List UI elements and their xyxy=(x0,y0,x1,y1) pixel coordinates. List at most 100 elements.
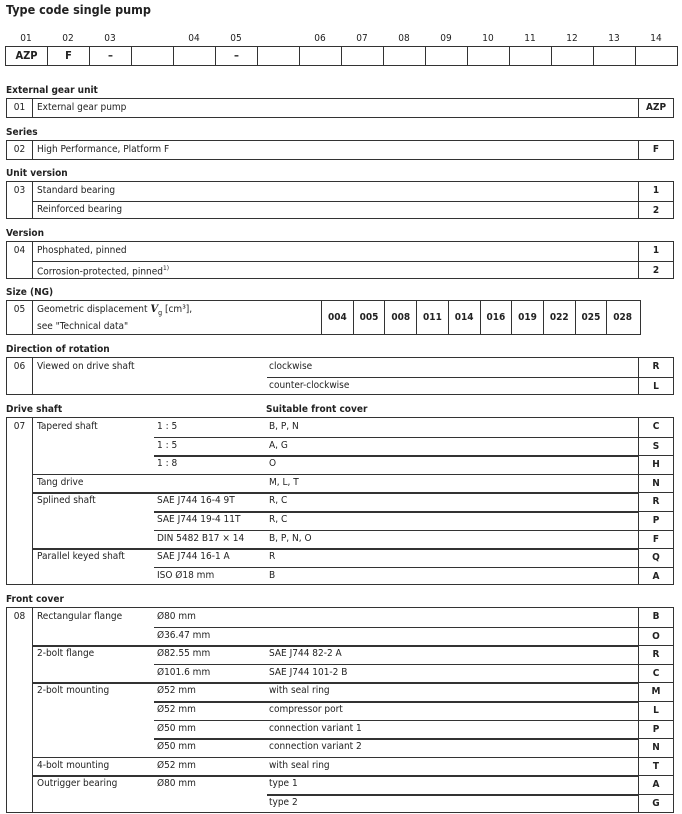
position-number: 04 xyxy=(7,242,33,279)
position-number: 02 xyxy=(62,33,74,44)
option-code[interactable]: A xyxy=(638,566,673,586)
option-row[interactable]: counter-clockwise L xyxy=(7,376,673,396)
option-code[interactable]: T xyxy=(638,756,673,776)
option-row[interactable]: SAE J744 19-4 11T R, C P xyxy=(7,511,673,530)
position-number: 05 xyxy=(230,33,242,44)
option-code[interactable]: L xyxy=(638,376,673,396)
option-label: High Performance, Platform F xyxy=(37,144,169,155)
option-code[interactable]: C xyxy=(638,663,673,683)
position-number: 10 xyxy=(482,33,494,44)
position-number: 02 xyxy=(7,141,33,159)
option-row[interactable]: 4-bolt mounting Ø52 mm with seal ring T xyxy=(7,756,673,776)
option-code[interactable]: 1 xyxy=(638,242,673,261)
option-row[interactable]: Tang drive M, L, T N xyxy=(7,473,673,493)
option-code[interactable]: M xyxy=(638,682,673,701)
size-option-004[interactable]: 004 xyxy=(321,301,353,334)
option-row[interactable]: Tapered shaft 1 : 5 B, P, N C xyxy=(7,418,673,437)
option-code[interactable]: P xyxy=(638,719,673,739)
type-code-box[interactable] xyxy=(383,46,426,66)
option-row[interactable]: 1 : 8 O H xyxy=(7,455,673,474)
option-row[interactable]: Viewed on drive shaft clockwise R xyxy=(7,358,673,377)
type-code-box[interactable] xyxy=(509,46,552,66)
type-code-box[interactable] xyxy=(173,46,216,66)
option-code[interactable]: F xyxy=(638,529,673,549)
option-code[interactable]: 1 xyxy=(638,182,673,201)
option-row[interactable]: DIN 5482 B17 × 14 B, P, N, O F xyxy=(7,529,673,549)
label-text: Standard bearing xyxy=(37,185,116,196)
option-row[interactable]: Splined shaft SAE J744 16-4 9T R, C R xyxy=(7,492,673,511)
row-divider xyxy=(154,719,638,722)
option-row[interactable]: Ø52 mm compressor port L xyxy=(7,701,673,720)
option-row[interactable]: High Performance, Platform F F xyxy=(7,141,673,160)
size-option-016[interactable]: 016 xyxy=(479,301,512,334)
option-detail: 1 : 5 xyxy=(157,439,178,451)
option-row[interactable]: Ø101.6 mm SAE J744 101-2 B C xyxy=(7,663,673,683)
section-heading: Series xyxy=(6,127,38,138)
row-divider xyxy=(154,566,638,569)
type-code-box[interactable]: AZP xyxy=(5,46,48,66)
option-extra: connection variant 2 xyxy=(269,741,362,753)
option-label: Tang drive xyxy=(37,477,83,488)
option-row[interactable]: External gear pump AZP xyxy=(7,99,673,118)
option-row[interactable]: Rectangular flange Ø80 mm B xyxy=(7,608,673,627)
position-number: 09 xyxy=(440,33,452,44)
option-row[interactable]: Ø36.47 mm O xyxy=(7,626,673,646)
option-code[interactable]: R xyxy=(638,358,673,377)
type-code-box[interactable] xyxy=(467,46,510,66)
size-option-019[interactable]: 019 xyxy=(511,301,543,334)
size-option-011[interactable]: 011 xyxy=(416,301,448,334)
option-row[interactable]: 2-bolt flange Ø82.55 mm SAE J744 82-2 A R xyxy=(7,645,673,664)
size-option-014[interactable]: 014 xyxy=(447,301,480,334)
option-row[interactable]: Outrigger bearing Ø80 mm type 1 A xyxy=(7,775,673,794)
option-row[interactable]: Reinforced bearing 2 xyxy=(7,200,673,220)
type-code-box[interactable] xyxy=(551,46,594,66)
option-code[interactable]: N xyxy=(638,738,673,757)
position-number: 04 xyxy=(188,33,200,44)
option-row[interactable]: 2-bolt mounting Ø52 mm with seal ring M xyxy=(7,682,673,701)
type-code-box[interactable] xyxy=(635,46,678,66)
option-code[interactable]: R xyxy=(638,492,673,511)
type-code-box[interactable] xyxy=(131,46,174,66)
option-code[interactable]: L xyxy=(638,701,673,720)
row-divider xyxy=(267,794,638,796)
size-option-022[interactable]: 022 xyxy=(542,301,575,334)
option-code[interactable]: A xyxy=(638,775,673,794)
label-text: Splined shaft xyxy=(37,495,96,507)
type-code-box[interactable] xyxy=(425,46,468,66)
option-code[interactable]: C xyxy=(638,418,673,437)
option-row[interactable]: Phosphated, pinned 1 xyxy=(7,242,673,261)
option-row[interactable]: Parallel keyed shaft SAE J744 16-1 A R Q xyxy=(7,548,673,567)
option-label: Standard bearing xyxy=(37,185,115,196)
option-code[interactable]: 2 xyxy=(638,200,673,220)
option-code[interactable]: S xyxy=(638,436,673,456)
type-code-box[interactable] xyxy=(341,46,384,66)
type-code-box[interactable]: – xyxy=(89,46,132,66)
type-code-box[interactable]: F xyxy=(47,46,90,66)
size-option-008[interactable]: 008 xyxy=(384,301,416,334)
option-row[interactable]: Corrosion-protected, pinned1) 2 xyxy=(7,260,673,280)
option-row[interactable]: 1 : 5 A, G S xyxy=(7,436,673,456)
option-row[interactable]: Ø50 mm connection variant 1 P xyxy=(7,719,673,739)
option-code[interactable]: B xyxy=(638,608,673,627)
option-code[interactable]: G xyxy=(638,794,673,813)
option-code[interactable]: N xyxy=(638,473,673,493)
option-code[interactable]: F xyxy=(638,141,673,160)
type-code-box[interactable] xyxy=(593,46,636,66)
type-code-box[interactable]: – xyxy=(215,46,258,66)
option-code[interactable]: P xyxy=(638,511,673,530)
option-row[interactable]: ISO Ø18 mm B A xyxy=(7,566,673,586)
size-option-025[interactable]: 025 xyxy=(574,301,607,334)
option-row[interactable]: Standard bearing 1 xyxy=(7,182,673,201)
option-code[interactable]: 2 xyxy=(638,260,673,280)
option-row[interactable]: Ø50 mm connection variant 2 N xyxy=(7,738,673,757)
option-code[interactable]: O xyxy=(638,626,673,646)
option-code[interactable]: AZP xyxy=(638,99,673,118)
type-code-box[interactable] xyxy=(257,46,300,66)
size-option-028[interactable]: 028 xyxy=(606,301,638,334)
option-code[interactable]: R xyxy=(638,645,673,664)
size-option-005[interactable]: 005 xyxy=(352,301,385,334)
option-code[interactable]: H xyxy=(638,455,673,474)
option-code[interactable]: Q xyxy=(638,548,673,567)
option-row[interactable]: type 2 G xyxy=(7,794,673,813)
type-code-box[interactable] xyxy=(299,46,342,66)
